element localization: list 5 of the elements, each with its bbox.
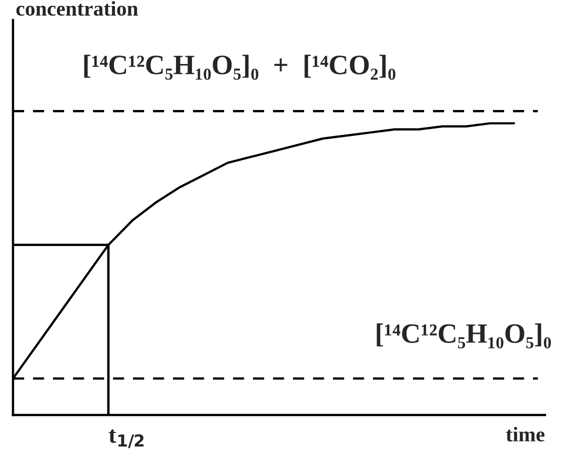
text: t$_{1/2}$	[108, 429, 144, 448]
y-axis-title: concentration	[16, 1, 138, 16]
x-axis-title: time	[506, 426, 544, 442]
annotation: [¹⁴C¹²C₅H₁₀O₅]₀	[376, 323, 551, 348]
text: [¹⁴C¹²C₅H₁₀O₅]₀ + [¹⁴CO₂]₀	[84, 54, 396, 80]
